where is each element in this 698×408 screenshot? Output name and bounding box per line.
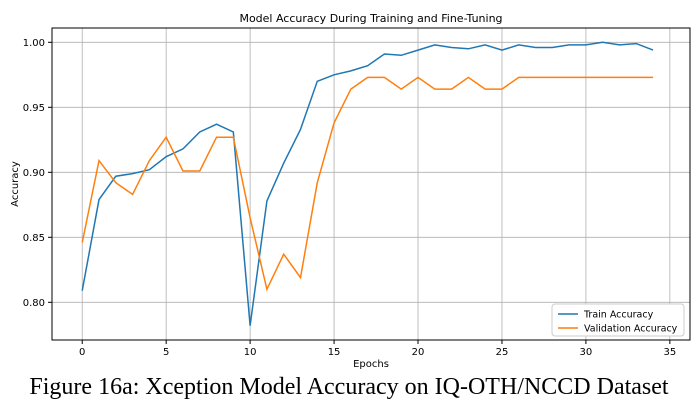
x-tick-label: 0 bbox=[79, 347, 85, 358]
x-tick-label: 30 bbox=[580, 347, 593, 358]
y-tick-label: 0.80 bbox=[23, 298, 45, 309]
x-axis-label: Epochs bbox=[353, 359, 389, 370]
chart-title: Model Accuracy During Training and Fine-… bbox=[239, 12, 502, 25]
figure-caption: Figure 16a: Xception Model Accuracy on I… bbox=[29, 374, 669, 400]
x-tick-label: 10 bbox=[244, 347, 257, 358]
x-tick-label: 15 bbox=[328, 347, 341, 358]
x-tick-label: 25 bbox=[496, 347, 509, 358]
legend-entry: Train Accuracy bbox=[583, 310, 654, 321]
series-line-validation bbox=[81, 76, 654, 292]
x-tick-label: 20 bbox=[412, 347, 425, 358]
y-tick-label: 0.95 bbox=[23, 103, 45, 114]
y-tick-label: 0.85 bbox=[23, 233, 45, 244]
y-axis-label: Accuracy bbox=[10, 161, 21, 207]
series-line-train bbox=[81, 41, 654, 326]
plot-frame bbox=[51, 27, 691, 341]
x-tick-label: 5 bbox=[163, 347, 169, 358]
y-tick-label: 0.90 bbox=[23, 168, 45, 179]
y-tick-label: 1.00 bbox=[23, 38, 45, 49]
accuracy-line-chart: Model Accuracy During Training and Fine-… bbox=[10, 12, 691, 370]
legend: Train Accuracy Validation Accuracy bbox=[551, 303, 685, 337]
x-tick-label: 35 bbox=[663, 347, 676, 358]
legend-entry: Validation Accuracy bbox=[584, 324, 678, 335]
legend-box bbox=[551, 303, 685, 337]
